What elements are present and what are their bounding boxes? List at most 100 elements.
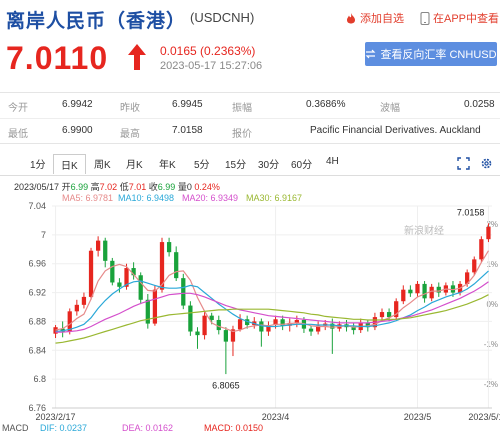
y-tick-label: 6.92 [28, 288, 46, 298]
candle-body [330, 323, 335, 329]
quote-source-label: 报价 [232, 129, 252, 140]
ma30-line [55, 294, 489, 344]
stats-row: 今开 6.9942 昨收 6.9945 振幅 0.3686% 波幅 0.0258 [0, 93, 500, 119]
stats-row: 最低 6.9900 最高 7.0158 报价 Pacific Financial… [0, 119, 500, 145]
candle-body [422, 283, 427, 299]
ma5-line [55, 250, 490, 333]
candle-body [308, 328, 314, 332]
candle-body [216, 319, 221, 331]
y-tick-label: 7 [41, 230, 46, 240]
current-price: 7.0110 [6, 40, 109, 76]
price-annotation: 7.0158 [457, 207, 485, 217]
low-label: 最低 [8, 129, 28, 140]
high-label: 最高 [120, 129, 140, 140]
ma20-label: MA20: 6.9349 [182, 193, 239, 203]
prev-close-value: 6.9945 [172, 99, 203, 110]
bar-open-label: 开 [61, 182, 71, 192]
watermark: 新浪财经 [404, 224, 444, 237]
swing-label: 波幅 [380, 103, 400, 114]
candle-body [237, 319, 243, 330]
tab-daily-k[interactable]: 日K [53, 154, 86, 174]
candle-body [465, 272, 470, 284]
y-tick-label: 6.96 [28, 259, 46, 269]
page-title: 离岸人民币（香港） [6, 11, 187, 32]
y-tick-label: 6.76 [28, 403, 46, 413]
candle-body [259, 321, 264, 332]
tab-60min[interactable]: 60分 [291, 160, 313, 171]
candle-body [209, 315, 214, 320]
quote-source-value: Pacific Financial Derivatives. Auckland [310, 125, 481, 136]
candle-body [351, 327, 356, 331]
candlestick-chart: 7.04 7 6.96 6.92 6.88 6.84 6.8 6.76 2% 1% 0% -1% -2%… [28, 201, 500, 422]
right-tick-label: 0% [486, 300, 498, 309]
ma20-line [55, 281, 489, 333]
candle-body [223, 330, 228, 342]
bar-high-label: 高 [90, 182, 100, 192]
tab-monthly-k[interactable]: 月K [126, 160, 143, 171]
open-label: 今开 [8, 103, 28, 114]
tab-weekly-k[interactable]: 周K [94, 160, 111, 171]
candle-body [117, 282, 122, 287]
candle-body [60, 328, 65, 332]
phone-icon [420, 11, 430, 25]
settings-icon[interactable] [480, 157, 493, 170]
prev-close-label: 昨收 [120, 103, 140, 114]
candle-body [88, 250, 94, 297]
candle-body [159, 242, 165, 290]
add-favorite-label: 添加自选 [360, 13, 404, 25]
tab-30min[interactable]: 30分 [258, 160, 280, 171]
right-tick-label: -1% [484, 340, 498, 349]
candle-body [103, 240, 108, 261]
bar-high: 7.02 [99, 182, 118, 192]
y-tick-label: 7.04 [28, 201, 46, 211]
y-tick-label: 6.88 [28, 316, 46, 326]
candle-body [67, 311, 72, 332]
bar-vol-label: 量 [177, 182, 187, 192]
price-annotation: 6.8065 [212, 380, 240, 390]
ma30-label: MA30: 6.9167 [246, 193, 303, 203]
bar-vol: 0 [186, 182, 192, 192]
candle-body [145, 299, 150, 324]
swing-value: 0.0258 [464, 99, 495, 110]
candle-body [436, 286, 441, 293]
x-tick-label: 2023/5/17 [468, 412, 500, 422]
x-tick-label: 2023/4 [262, 412, 290, 422]
candle-body [280, 319, 285, 326]
inverse-rate-label: 查看反向汇率 CNHUSD [380, 49, 497, 61]
candle-body [124, 268, 129, 287]
candle-body [316, 325, 321, 332]
candle-body [174, 252, 179, 279]
candle-body [486, 226, 491, 240]
tab-5min[interactable]: 5分 [194, 160, 210, 171]
bar-low-label: 低 [119, 182, 129, 192]
tab-15min[interactable]: 15分 [225, 160, 247, 171]
ma10-line [55, 270, 489, 333]
bar-low: 7.01 [128, 182, 147, 192]
inverse-rate-button[interactable]: 查看反向汇率 CNHUSD [365, 42, 497, 66]
candle-body [74, 304, 79, 312]
tab-1min[interactable]: 1分 [30, 160, 46, 171]
view-in-app-link[interactable]: 在APP中查看 [420, 10, 499, 26]
up-arrow-icon [128, 44, 146, 70]
candle-body [81, 296, 87, 305]
candle-body [294, 319, 299, 323]
tab-4h[interactable]: 4H [326, 156, 339, 167]
symbol-code: (USDCNH) [190, 10, 255, 25]
candle-body [138, 275, 143, 300]
add-favorite-link[interactable]: 添加自选 [345, 10, 404, 26]
candle-body [429, 286, 434, 299]
candle-body [166, 242, 172, 253]
y-tick-label: 6.84 [28, 345, 46, 355]
right-tick-label: 2% [486, 220, 498, 229]
candle-body [53, 327, 58, 334]
fullscreen-icon[interactable] [457, 157, 470, 170]
right-tick-label: 1% [486, 260, 498, 269]
amplitude-value: 0.3686% [306, 99, 346, 110]
candle-body [472, 259, 477, 273]
price-change: 0.0165 (0.2363%) [160, 44, 256, 58]
fire-icon [347, 13, 355, 24]
candle-body [202, 315, 207, 336]
macd-value: MACD: 0.0150 [204, 423, 264, 433]
candle-body [96, 240, 101, 251]
tab-yearly-k[interactable]: 年K [159, 160, 176, 171]
